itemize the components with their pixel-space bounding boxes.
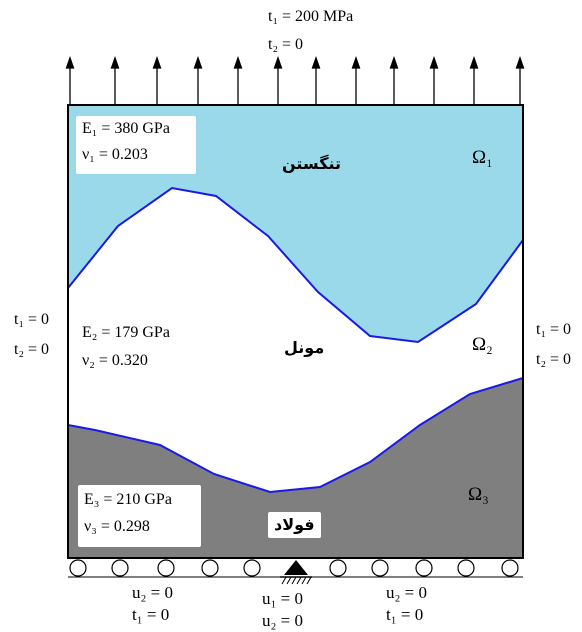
bottom-bc-center: u₁ = 0 u₂ = 0: [262, 588, 303, 632]
steel-properties-box: E₃ = 210 GPa ν₃ = 0.298: [78, 485, 201, 547]
up-arrow-icon: [152, 56, 162, 104]
right-bc-t1: t₁ = 0: [536, 321, 572, 338]
roller-support-icon: [69, 559, 87, 577]
monel-modulus: E₂ = 179 GPa: [82, 324, 170, 341]
up-arrow-icon: [469, 56, 479, 104]
top-load-t2: t₂ = 0: [268, 36, 304, 53]
tungsten-label: تنگستن: [282, 154, 342, 173]
bottom-center-u2: u₂ = 0: [262, 611, 304, 630]
steel-label-box: فولاد: [268, 512, 321, 538]
bottom-left-t1: t₁ = 0: [132, 605, 170, 624]
roller-support-icon: [243, 559, 261, 577]
region-omega-3: Ω₃: [468, 484, 489, 505]
bottom-bc-right: u₂ = 0 t₁ = 0: [386, 582, 427, 626]
region-omega-1: Ω₁: [472, 147, 493, 168]
up-arrow-icon: [515, 56, 525, 104]
bottom-right-u2: u₂ = 0: [386, 583, 428, 602]
roller-support-icon: [371, 559, 389, 577]
traction-arrows: [65, 56, 525, 104]
up-arrow-icon: [389, 56, 399, 104]
up-arrow-icon: [429, 56, 439, 104]
left-bc-t2: t₂ = 0: [14, 341, 50, 358]
up-arrow-icon: [233, 56, 243, 104]
top-load-t1: t₁ = 200 MPa: [268, 8, 354, 25]
bottom-left-u2: u₂ = 0: [132, 583, 174, 602]
interface-curve-bottom: [67, 377, 524, 494]
bottom-center-u1: u₁ = 0: [262, 589, 304, 608]
up-arrow-icon: [110, 56, 120, 104]
up-arrow-icon: [193, 56, 203, 104]
up-arrow-icon: [65, 56, 75, 104]
monel-poisson: ν₂ = 0.320: [82, 352, 148, 369]
roller-support-icon: [457, 559, 475, 577]
steel-label: فولاد: [274, 515, 315, 534]
domain-border: [67, 104, 524, 559]
steel-poisson: ν₃ = 0.298: [84, 518, 150, 535]
up-arrow-icon: [273, 56, 283, 104]
left-bc-t1: t₁ = 0: [14, 311, 50, 328]
bottom-right-t1: t₁ = 0: [386, 605, 424, 624]
roller-support-icon: [415, 559, 433, 577]
roller-support-icon: [501, 559, 519, 577]
roller-supports: [69, 559, 519, 577]
roller-support-icon: [157, 559, 175, 577]
interface-curve-top: [67, 186, 524, 344]
tungsten-properties-box: E₁ = 380 GPa ν₁ = 0.203: [76, 116, 196, 174]
tungsten-modulus: E₁ = 380 GPa: [82, 120, 170, 137]
up-arrow-icon: [351, 56, 361, 104]
bottom-bc-left: u₂ = 0 t₁ = 0: [132, 582, 173, 626]
roller-support-icon: [329, 559, 347, 577]
roller-support-icon: [201, 559, 219, 577]
steel-modulus: E₃ = 210 GPa: [84, 491, 172, 508]
tungsten-poisson: ν₁ = 0.203: [82, 146, 148, 163]
region-omega-2: Ω₂: [472, 334, 493, 355]
right-bc-t2: t₂ = 0: [536, 351, 572, 368]
monel-label: مونل: [284, 338, 325, 357]
pin-support-icon: [280, 560, 312, 585]
up-arrow-icon: [311, 56, 321, 104]
roller-support-icon: [111, 559, 129, 577]
